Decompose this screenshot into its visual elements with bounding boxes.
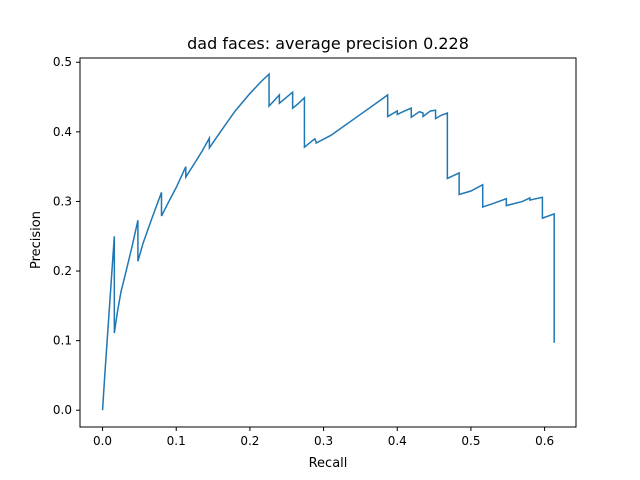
x-tick-label: 0.0 — [93, 434, 112, 448]
y-tick-label: 0.1 — [53, 334, 72, 348]
y-axis-label: Precision — [29, 211, 44, 269]
x-tick-label: 0.1 — [167, 434, 186, 448]
chart-title: dad faces: average precision 0.228 — [187, 34, 469, 53]
y-tick-label: 0.5 — [53, 55, 72, 69]
x-tick-label: 0.6 — [535, 434, 554, 448]
y-tick-label: 0.4 — [53, 125, 72, 139]
plot-area-frame — [79, 57, 577, 428]
y-tick-label: 0.2 — [53, 264, 72, 278]
series-line-0 — [101, 72, 555, 411]
x-tick-label: 0.4 — [388, 434, 407, 448]
x-tick-label: 0.5 — [461, 434, 480, 448]
x-tick-label: 0.2 — [240, 434, 259, 448]
x-axis-label: Recall — [309, 456, 348, 471]
x-tick-label: 0.3 — [314, 434, 333, 448]
y-tick-label: 0.0 — [53, 403, 72, 417]
series-layer — [101, 72, 555, 411]
y-tick-label: 0.3 — [53, 194, 72, 208]
ticks-layer: 0.0 0.1 0.2 0.3 0.4 0.5 0.6 0.0 0.1 0.2 0.3 0.4 0.5 — [53, 55, 554, 448]
